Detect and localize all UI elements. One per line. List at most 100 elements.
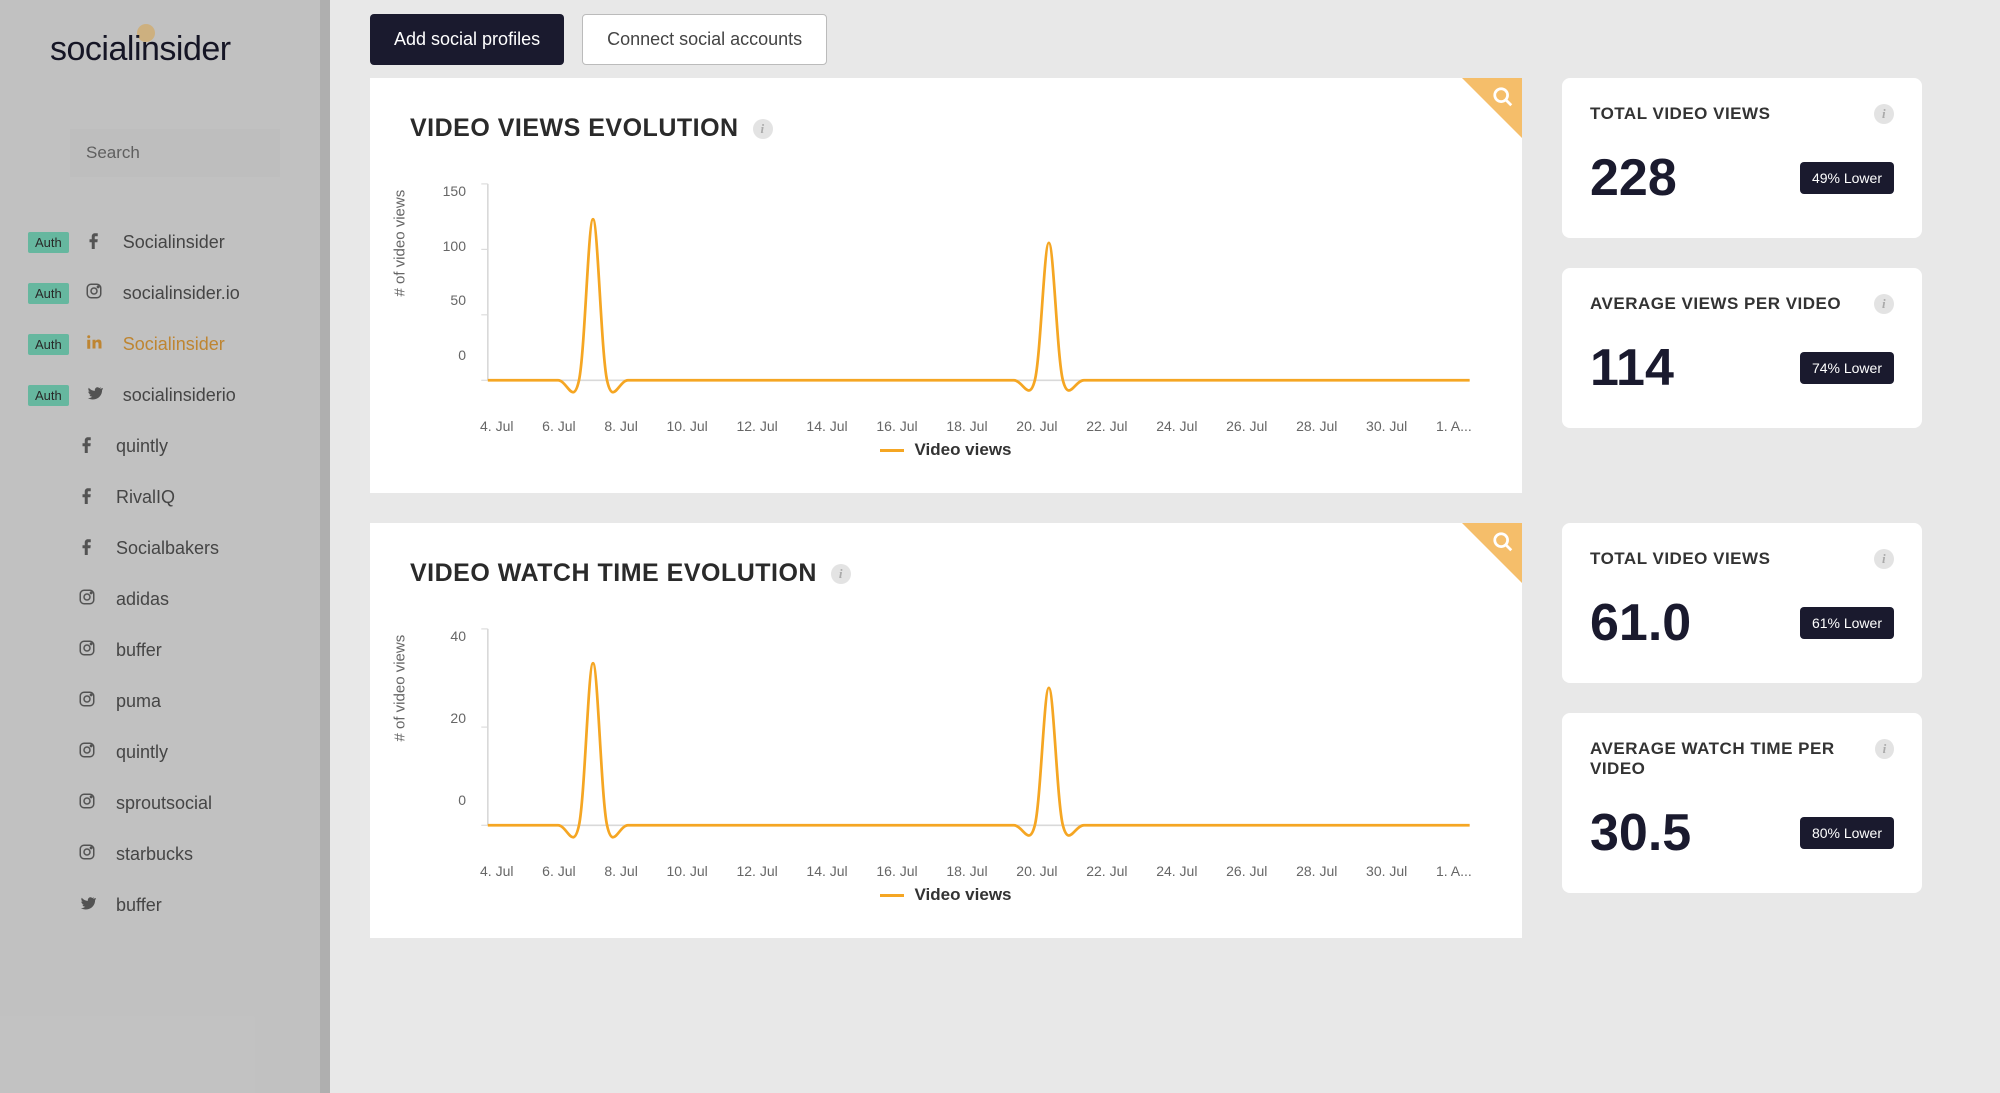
xtick-label: 8. Jul <box>604 418 637 434</box>
chart-title-text: VIDEO VIEWS EVOLUTION <box>410 114 739 143</box>
chart-legend: Video views <box>410 885 1482 905</box>
sidebar-item-label: quintly <box>116 436 168 457</box>
stat-badge: 80% Lower <box>1800 817 1894 849</box>
xtick-label: 12. Jul <box>736 418 777 434</box>
chart-card-video-views: VIDEO VIEWS EVOLUTION i # of video views… <box>370 78 1522 493</box>
stat-card: TOTAL VIDEO VIEWS i 22849% Lower <box>1562 78 1922 238</box>
zoom-icon[interactable] <box>1492 531 1514 558</box>
facebook-icon <box>81 231 107 254</box>
sidebar-item-label: RivalIQ <box>116 487 175 508</box>
xtick-label: 30. Jul <box>1366 418 1407 434</box>
linkedin-icon <box>81 333 107 356</box>
instagram-icon <box>74 843 100 866</box>
sidebar-item-socialinsiderio[interactable]: Authsocialinsider.io <box>0 268 320 319</box>
sidebar-item-buffer[interactable]: buffer <box>0 880 320 931</box>
logo-text-b: insider <box>134 30 231 68</box>
sidebar-item-label: socialinsider.io <box>123 283 240 304</box>
chart-title-text: VIDEO WATCH TIME EVOLUTION <box>410 559 817 588</box>
stats-column: TOTAL VIDEO VIEWSi61.061% LowerAVERAGE W… <box>1562 523 1922 938</box>
sidebar-item-sproutsocial[interactable]: sproutsocial <box>0 778 320 829</box>
xtick-label: 16. Jul <box>876 418 917 434</box>
search-input[interactable] <box>70 129 280 177</box>
ytick-label: 50 <box>434 292 466 308</box>
row-watch-time: VIDEO WATCH TIME EVOLUTION i # of video … <box>330 523 2000 938</box>
xtick-label: 20. Jul <box>1016 418 1057 434</box>
logo-text-a: social <box>50 30 134 69</box>
stat-value-row: 22849% Lower <box>1590 148 1894 208</box>
xtick-label: 4. Jul <box>480 863 513 879</box>
info-icon[interactable]: i <box>1874 104 1894 124</box>
xtick-label: 14. Jul <box>806 418 847 434</box>
stat-title: TOTAL VIDEO VIEWS i <box>1590 104 1894 124</box>
chart-area: # of video views 40200 4. Jul6. Jul8. Ju… <box>410 618 1482 908</box>
xtick-label: 12. Jul <box>736 863 777 879</box>
chart-title: VIDEO WATCH TIME EVOLUTION i <box>410 559 1482 588</box>
xtick-label: 1. A... <box>1436 863 1472 879</box>
xtick-label: 22. Jul <box>1086 418 1127 434</box>
row-video-views: VIDEO VIEWS EVOLUTION i # of video views… <box>330 78 2000 493</box>
stat-card: TOTAL VIDEO VIEWSi61.061% Lower <box>1562 523 1922 683</box>
chart-title: VIDEO VIEWS EVOLUTION i <box>410 114 1482 143</box>
xtick-label: 6. Jul <box>542 418 575 434</box>
sidebar-item-rivaliq[interactable]: RivalIQ <box>0 472 320 523</box>
facebook-icon <box>74 537 100 560</box>
ytick-label: 0 <box>434 792 466 808</box>
instagram-icon <box>74 588 100 611</box>
auth-badge: Auth <box>28 385 69 406</box>
xtick-label: 18. Jul <box>946 863 987 879</box>
instagram-icon <box>74 792 100 815</box>
main-content: VIDEO VIEWS EVOLUTION i # of video views… <box>330 0 2000 1093</box>
stat-value: 30.5 <box>1590 803 1691 863</box>
add-social-profiles-button[interactable]: Add social profiles <box>370 14 564 65</box>
stat-title-text: TOTAL VIDEO VIEWS <box>1590 549 1770 569</box>
xtick-label: 10. Jul <box>667 418 708 434</box>
sidebar-item-socialinsider[interactable]: AuthSocialinsider <box>0 319 320 370</box>
sidebar-item-socialinsiderio[interactable]: Authsocialinsiderio <box>0 370 320 421</box>
stats-column: TOTAL VIDEO VIEWS i 22849% Lower AVERAGE VI… <box>1562 78 1922 493</box>
sidebar-item-quintly[interactable]: quintly <box>0 421 320 472</box>
sidebar-item-label: buffer <box>116 895 162 916</box>
sidebar-item-label: buffer <box>116 640 162 661</box>
ytick-label: 0 <box>434 347 466 363</box>
xtick-label: 28. Jul <box>1296 863 1337 879</box>
sidebar-item-buffer[interactable]: buffer <box>0 625 320 676</box>
auth-badge: Auth <box>28 232 69 253</box>
info-icon[interactable]: i <box>1875 739 1894 759</box>
legend-label: Video views <box>914 440 1011 459</box>
connect-social-accounts-button[interactable]: Connect social accounts <box>582 14 827 65</box>
stat-title: TOTAL VIDEO VIEWS i <box>1590 549 1894 569</box>
chart-ylabel: # of video views <box>392 635 409 742</box>
sidebar: socialinsider AuthSocialinsiderAuthsocia… <box>0 0 320 1093</box>
yticks: 40200 <box>434 628 466 808</box>
sidebar-item-quintly[interactable]: quintly <box>0 727 320 778</box>
sidebar-item-label: Socialbakers <box>116 538 219 559</box>
stat-title-text: TOTAL VIDEO VIEWS <box>1590 104 1770 124</box>
chart-legend: Video views <box>410 440 1482 460</box>
sidebar-item-puma[interactable]: puma <box>0 676 320 727</box>
twitter-icon <box>81 384 107 407</box>
stat-title: AVERAGE VIEWS PER VIDEO i <box>1590 294 1894 314</box>
sidebar-item-socialbakers[interactable]: Socialbakers <box>0 523 320 574</box>
stat-title-text: AVERAGE VIEWS PER VIDEO <box>1590 294 1841 314</box>
yticks: 150100500 <box>434 183 466 363</box>
info-icon[interactable]: i <box>753 119 773 139</box>
ytick-label: 40 <box>434 628 466 644</box>
xtick-label: 18. Jul <box>946 418 987 434</box>
sidebar-item-socialinsider[interactable]: AuthSocialinsider <box>0 217 320 268</box>
facebook-icon <box>74 486 100 509</box>
sidebar-item-starbucks[interactable]: starbucks <box>0 829 320 880</box>
stat-value: 61.0 <box>1590 593 1691 653</box>
info-icon[interactable]: i <box>831 564 851 584</box>
xtick-label: 8. Jul <box>604 863 637 879</box>
xtick-label: 24. Jul <box>1156 863 1197 879</box>
chart-ylabel: # of video views <box>392 190 409 297</box>
sidebar-item-adidas[interactable]: adidas <box>0 574 320 625</box>
twitter-icon <box>74 894 100 917</box>
instagram-icon <box>74 741 100 764</box>
zoom-icon[interactable] <box>1492 86 1514 113</box>
info-icon[interactable]: i <box>1874 549 1894 569</box>
info-icon[interactable]: i <box>1874 294 1894 314</box>
xtick-label: 14. Jul <box>806 863 847 879</box>
instagram-icon <box>74 639 100 662</box>
stat-value-row: 11474% Lower <box>1590 338 1894 398</box>
